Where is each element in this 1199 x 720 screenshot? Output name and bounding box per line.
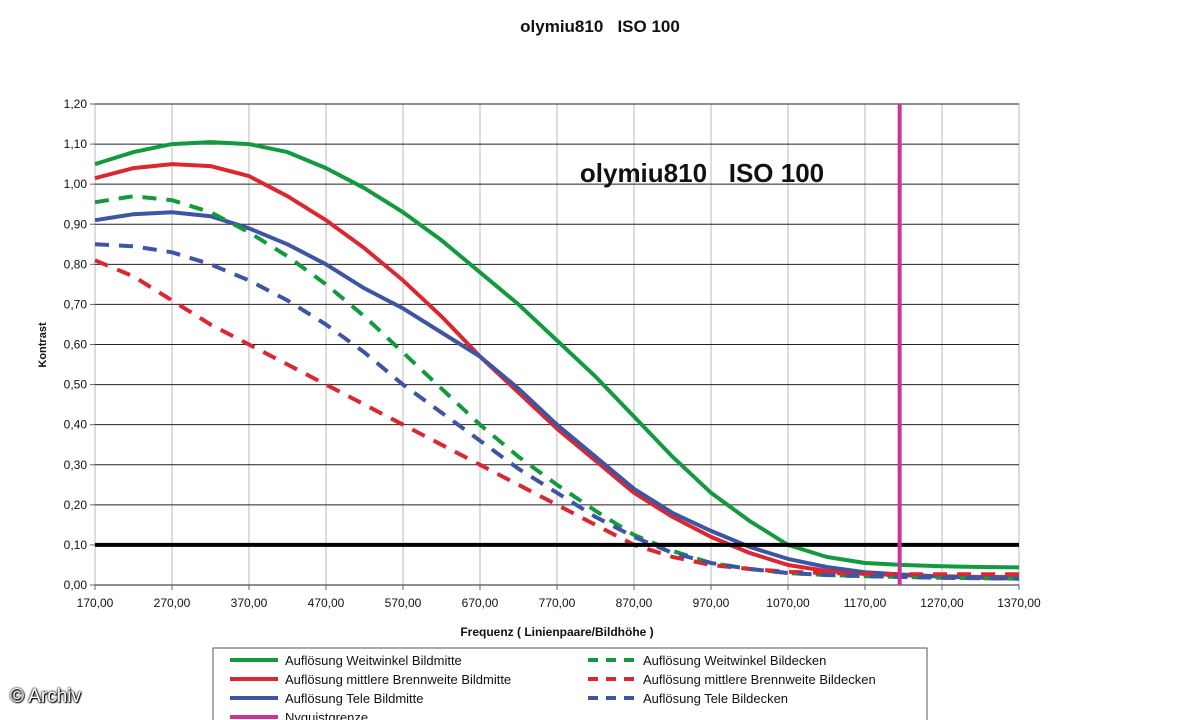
y-tick-label: 1,10 [64,137,88,151]
legend-label: Auflösung mittlere Brennweite Bildecken [643,672,876,687]
x-tick-label: 170,00 [77,596,114,610]
x-axis-label: Frequenz ( Linienpaare/Bildhöhe ) [460,625,653,639]
series-line [94,242,1020,581]
x-tick-labels: 170,00 270,00 370,00 470,00 570,00 670,00 770,… [77,585,1041,610]
y-tick-label: 0,20 [64,498,88,512]
y-tick-label: 0,60 [64,338,88,352]
x-tick-label: 670,00 [462,596,499,610]
y-tick-label: 0,80 [64,257,88,271]
reference-layer [95,104,1019,585]
legend-label: Auflösung Weitwinkel Bildmitte [285,653,462,668]
y-tick-label: 0,10 [64,538,88,552]
x-tick-label: 470,00 [308,596,345,610]
legend-label: Nyquistgrenze [285,710,368,720]
series-line [94,140,1020,570]
legend: Auflösung Weitwinkel Bildmitte Auflösung … [230,653,876,720]
y-axis-label: Kontrast [37,322,49,368]
legend-label: Auflösung mittlere Brennweite Bildmitte [285,672,511,687]
legend-box [212,647,928,720]
legend-label: Auflösung Tele Bildmitte [285,691,424,706]
x-tick-label: 370,00 [231,596,268,610]
y-tick-label: 1,20 [64,97,88,111]
x-tick-label: 1270,00 [920,596,964,610]
x-tick-label: 1370,00 [997,596,1041,610]
legend-label: Auflösung Weitwinkel Bildecken [643,653,826,668]
inner-title: olymiu810 ISO 100 [580,158,824,188]
series-line [94,258,1019,577]
watermark: © Archiv [10,686,82,707]
x-tick-label: 570,00 [385,596,422,610]
y-tick-labels: 0,00 0,10 0,20 0,30 0,40 0,50 0,60 0,70 0,80 0,90… [64,97,95,592]
y-tick-label: 0,50 [64,378,88,392]
y-tick-label: 1,00 [64,177,88,191]
series-layer [94,140,1020,581]
x-tick-label: 970,00 [693,596,730,610]
series-line [94,194,1020,581]
x-tick-label: 770,00 [539,596,576,610]
y-tick-label: 0,70 [64,297,88,311]
legend-label: Auflösung Tele Bildecken [643,691,788,706]
x-tick-label: 270,00 [154,596,191,610]
y-tick-label: 0,40 [64,418,88,432]
chart-title: olymiu810 ISO 100 [520,17,680,36]
x-tick-label: 1070,00 [766,596,810,610]
y-tick-label: 0,30 [64,458,88,472]
y-tick-label: 0,00 [64,578,88,592]
y-tick-label: 0,90 [64,217,88,231]
x-tick-label: 1170,00 [844,596,887,610]
x-tick-label: 870,00 [616,596,653,610]
